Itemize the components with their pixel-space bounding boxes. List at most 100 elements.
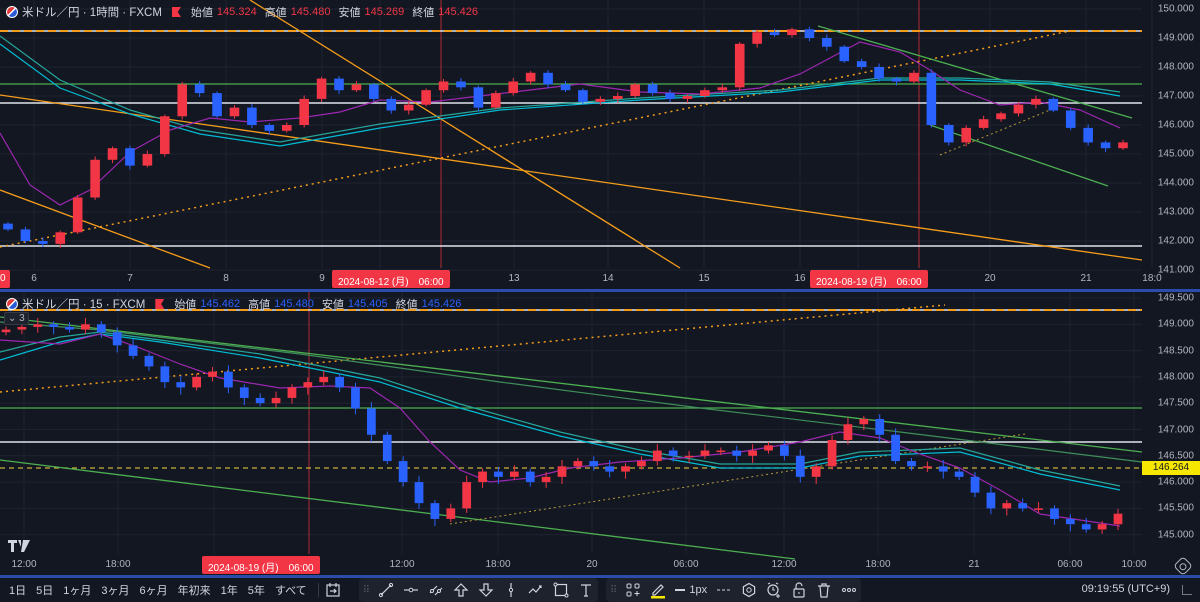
range-button-5[interactable]: 年初来 <box>177 585 211 597</box>
chart-pane-1h[interactable]: 米ドル／円 · 1時間 · FXCM 始値 145.324 高値 145.480… <box>0 0 1200 290</box>
price-tick: 149.000 <box>1157 32 1194 44</box>
price-tick: 142.000 <box>1157 235 1194 247</box>
price-tick: 146.000 <box>1157 119 1194 131</box>
time-tick: 18:00 <box>105 559 131 570</box>
toolbar-separator <box>0 575 1200 578</box>
price-tick: 146.500 <box>1157 450 1194 462</box>
price-tick: 146.000 <box>1157 476 1194 488</box>
range-button-7[interactable]: 5年 <box>247 585 265 597</box>
crosshair-time-label: 2024-08-12 (月) 06:00 <box>332 270 450 288</box>
time-tick: 12:00 <box>389 559 415 570</box>
high-label: 高値 <box>264 7 287 19</box>
drag-handle-icon[interactable]: ⠿ <box>610 584 617 596</box>
range-button-6[interactable]: 1年 <box>220 585 238 597</box>
clock-timezone[interactable]: 09:19:55 (UTC+9) <box>1081 583 1170 595</box>
object-tree-icon[interactable] <box>625 582 641 598</box>
price-tick: 150.000 <box>1157 3 1194 15</box>
pane-separator[interactable] <box>0 289 1200 292</box>
usdjpy-flag-icon <box>6 6 18 18</box>
low-label: 安値 <box>321 299 344 311</box>
path-tool-icon[interactable] <box>528 582 544 598</box>
arrow-down-tool-icon[interactable] <box>478 582 494 598</box>
parallel-channel-tool-icon[interactable] <box>428 582 444 598</box>
divider <box>317 583 319 597</box>
open-label: 始値 <box>190 7 213 19</box>
line-color-pencil-icon[interactable] <box>650 582 666 599</box>
range-button-0[interactable]: 1日 <box>9 585 27 597</box>
range-button-2[interactable]: 1ヶ月 <box>63 585 92 597</box>
line-width-selector[interactable]: 1px <box>675 584 707 596</box>
chart-pane-15m[interactable]: 米ドル／円 · 15 · FXCM 始値 145.462 高値 145.480 … <box>0 292 1200 577</box>
time-axis-15m[interactable]: 12:0018:001712:0018:002006:0012:0018:002… <box>0 554 1147 576</box>
time-tick: 20 <box>984 273 996 284</box>
unlock-icon[interactable] <box>791 582 807 598</box>
time-tick: 06:00 <box>1057 559 1083 570</box>
trend-line-tool-icon[interactable] <box>378 582 394 598</box>
price-tick: 145.500 <box>1157 502 1194 514</box>
close-label: 終値 <box>412 7 435 19</box>
price-tick: 141.000 <box>1157 264 1194 276</box>
time-axis-1h[interactable]: 678915:001314151615:00202118:02024-08-12… <box>0 268 1162 290</box>
low-value: 145.405 <box>347 298 388 310</box>
vertical-line-tool-icon[interactable] <box>503 582 519 598</box>
open-label: 始値 <box>174 299 197 311</box>
high-value: 145.480 <box>274 298 314 310</box>
flag-marker-icon[interactable] <box>171 7 181 17</box>
rectangle-tool-icon[interactable] <box>553 582 569 598</box>
price-tick: 145.000 <box>1157 148 1194 160</box>
range-button-4[interactable]: 6ヶ月 <box>139 585 168 597</box>
time-tick: 18:00 <box>865 559 891 570</box>
price-tick: 149.500 <box>1157 292 1194 304</box>
time-tick: 6 <box>31 273 37 284</box>
time-tick: 15 <box>698 273 710 284</box>
usdjpy-flag-icon <box>6 298 18 310</box>
settings-gear-icon[interactable] <box>741 582 757 598</box>
range-button-8[interactable]: すべて <box>274 585 307 597</box>
text-tool-icon[interactable] <box>578 582 594 598</box>
bottom-toolbar: 1日 5日 1ヶ月 3ヶ月 6ヶ月 年初来 1年 5年 すべて ⠿ ⠿ 1px <box>0 578 1200 602</box>
time-tick: 10:00 <box>1121 559 1147 570</box>
price-tick: 143.000 <box>1157 206 1194 218</box>
time-tick: 21 <box>1080 273 1092 284</box>
price-tick: 147.000 <box>1157 424 1194 435</box>
more-options-icon[interactable] <box>841 582 857 598</box>
symbol-title[interactable]: 米ドル／円 · 15 · FXCM <box>22 299 146 311</box>
time-tick: 14 <box>602 273 614 284</box>
price-tick: 148.000 <box>1157 371 1194 383</box>
tradingview-logo-icon <box>8 540 30 552</box>
line-style-dashed-icon[interactable] <box>716 582 732 598</box>
date-range-buttons: 1日 5日 1ヶ月 3ヶ月 6ヶ月 年初来 1年 5年 すべて <box>0 582 312 598</box>
open-value: 145.324 <box>216 6 257 18</box>
price-tick: 147.500 <box>1157 397 1194 409</box>
time-tick: 8 <box>223 273 229 284</box>
indicators-collapse-button[interactable]: ⌄ 3 <box>4 312 29 325</box>
add-alert-icon[interactable] <box>766 582 782 598</box>
price-axis-15m[interactable]: 149.500 149.000 148.500 148.000 147.500 147.0… <box>1142 292 1200 554</box>
price-axis-1h[interactable]: 150.000 149.000 148.000 147.000 146.000 145.0… <box>1142 0 1200 276</box>
time-tick: 18:0 <box>1142 273 1162 284</box>
maximize-corner-icon[interactable] <box>1182 585 1192 595</box>
horizontal-ray-tool-icon[interactable] <box>403 582 419 598</box>
drawing-toolbar: ⠿ <box>358 578 598 602</box>
drag-handle-icon[interactable]: ⠿ <box>362 584 370 596</box>
low-label: 安値 <box>338 7 361 19</box>
flag-marker-icon[interactable] <box>155 299 165 309</box>
goto-date-icon[interactable] <box>325 582 341 598</box>
price-tick: 148.500 <box>1157 345 1194 357</box>
symbol-title[interactable]: 米ドル／円 · 1時間 · FXCM <box>22 7 162 19</box>
time-tick: 12:00 <box>771 559 797 570</box>
range-button-3[interactable]: 3ヶ月 <box>101 585 130 597</box>
price-chart-15m[interactable] <box>0 292 1200 577</box>
range-button-1[interactable]: 5日 <box>36 585 54 597</box>
price-tick: 147.000 <box>1157 90 1194 102</box>
delete-trash-icon[interactable] <box>816 582 832 598</box>
time-tick: 06:00 <box>673 559 699 570</box>
line-width-value: 1px <box>689 584 708 596</box>
symbol-legend-15m: 米ドル／円 · 15 · FXCM 始値 145.462 高値 145.480 … <box>6 296 465 312</box>
arrow-up-tool-icon[interactable] <box>453 582 469 598</box>
price-chart-1h[interactable] <box>0 0 1200 290</box>
high-value: 145.480 <box>290 6 331 18</box>
high-label: 高値 <box>248 299 271 311</box>
time-tick: 12:00 <box>11 559 37 570</box>
price-tick: 148.000 <box>1157 61 1194 73</box>
